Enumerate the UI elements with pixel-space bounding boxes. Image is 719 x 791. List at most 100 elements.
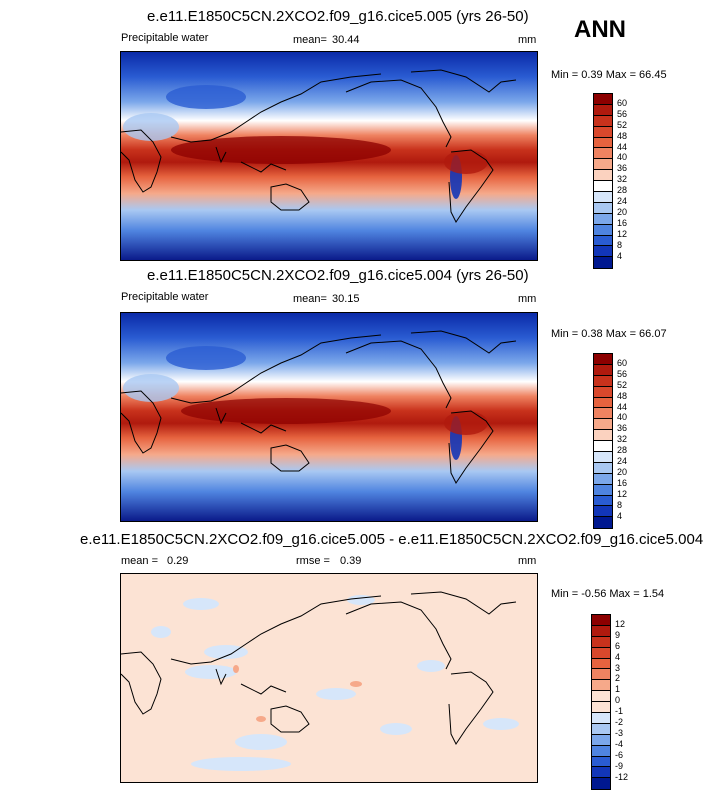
panel-3-colorbar-swatch [592,636,610,648]
panel-3-colorbar [591,614,611,791]
panel-1-colorbar-tick-label: 36 [617,163,628,174]
panel-3-colorbar-tick-label: 0 [615,695,621,706]
panel-3-colorbar-tick-label: -9 [615,760,624,771]
panel-1-colorbar-swatch [594,115,612,127]
panel-3-colorbar-tick-label: -3 [615,727,624,738]
panel-3-colorbar-swatch [592,647,610,659]
panel-3-colorbar-swatch [592,767,610,779]
panel-1-colorbar-swatch [594,246,612,258]
panel-2-colorbar-tick-label: 8 [617,499,623,510]
panel-2-amazon-wet [444,411,488,435]
panel-2-colorbar-swatch [594,354,612,365]
panel-3-mean-value: 0.29 [167,555,189,567]
panel-2-africa-dry [123,374,179,402]
panel-1-colorbar-tick-label: 28 [617,185,628,196]
panel-1-colorbar-tick-label: 56 [617,108,628,119]
panel-3-rmse-value: 0.39 [340,555,362,567]
panel-2-colorbar-swatch [594,484,612,496]
panel-1-colorbar-tick-label: 48 [617,130,628,141]
panel-3-title: e.e11.E1850C5CN.2XCO2.f09_g16.cice5.005 … [80,531,704,548]
panel-2-colorbar [593,353,613,530]
panel-2-colorbar-swatch [594,397,612,409]
panel-3-negative-patches [151,595,519,771]
panel-3-colorbar-tick-label: -6 [615,749,624,760]
panel-1-amazon-wet [444,150,488,174]
panel-3-colorbar-swatch [592,691,610,703]
panel-1-minmax: Min = 0.39 Max = 66.45 [551,69,667,81]
panel-2-colorbar-tick-label: 24 [617,456,628,466]
panel-1-colorbar-swatch [594,148,612,160]
panel-2-mean-label: mean= [293,293,327,305]
panel-2-coastlines [121,330,517,484]
panel-2-colorbar-swatch [594,375,612,387]
panel-2-colorbar-swatch [594,506,612,518]
panel-2-colorbar-swatch [594,495,612,507]
panel-3-colorbar-swatches [592,615,610,790]
panel-3-colorbar-swatch [592,756,610,768]
panel-1-colorbar-tick-label: 60 [617,97,628,108]
panel-3-colorbar-swatch [592,734,610,746]
panel-3-colorbar-tick-label: 6 [615,640,621,651]
panel-1-colorbar-tick-label: 52 [617,119,628,130]
panel-1-africa-dry [123,113,179,141]
panel-1-colorbar-swatch [594,94,612,105]
panel-2-colorbar-swatch [594,452,612,463]
panel-2-title: e.e11.E1850C5CN.2XCO2.f09_g16.cice5.004 … [147,267,529,284]
panel-2-colorbar-tick-label: 28 [617,445,628,456]
panel-2-colorbar-swatch [594,430,612,442]
panel-1-colorbar-swatch [594,137,612,149]
panel-1-colorbar-tick-label: 32 [617,174,628,185]
panel-3-colorbar-tick-label: -2 [615,717,624,727]
panel-1-colorbar-swatch [594,159,612,171]
panel-1-variable: Precipitable water [121,32,209,44]
panel-2-colorbar-tick-label: 4 [617,510,623,521]
panel-2-mean-value: 30.15 [332,293,360,305]
season-label: ANN [574,16,626,43]
panel-2-colorbar-tick-label: 56 [617,368,628,379]
panel-1-colorbar-swatch [594,235,612,247]
panel-3-colorbar-swatch [592,713,610,724]
panel-3-positive-patches [233,665,362,722]
panel-3-mean-label: mean = [121,555,158,567]
panel-1-units: mm [518,34,537,46]
panel-2-minmax: Min = 0.38 Max = 66.07 [551,328,667,340]
panel-2-colorbar-tick-label: 32 [617,434,628,445]
panel-3-colorbar-swatch [592,625,610,637]
panel-3-colorbar-swatch [592,745,610,757]
panel-3-colorbar-tick-label: -4 [615,738,624,749]
panel-3-minmax: Min = -0.56 Max = 1.54 [551,588,665,600]
panel-1-colorbar-swatch [594,257,612,269]
panel-3-colorbar-tick-label: 12 [615,618,626,629]
panel-1-warm-pool [171,136,391,164]
panel-2-colorbar-tick-label: 12 [617,488,628,499]
panel-3-colorbar-swatch [592,680,610,692]
panel-2-colorbar-swatch [594,408,612,420]
panel-2-colorbar-tick-label: 36 [617,423,628,434]
panel-3-colorbar-swatch [592,615,610,626]
panel-1-colorbar-tick-label: 4 [617,250,623,261]
panel-1-mean-label: mean= [293,34,327,46]
panel-1-colorbar-swatch [594,170,612,182]
panel-3-rmse-label: rmse = [296,555,330,567]
panel-2-units: mm [518,293,537,305]
panel-1-colorbar-swatch [594,202,612,214]
panel-3-colorbar-swatch [592,778,610,790]
panel-1-colorbar-swatches [594,94,612,269]
panel-3-colorbar-swatch [592,723,610,735]
panel-1-colorbar-tick-label: 12 [617,228,628,239]
panel-2-colorbar-swatch [594,386,612,398]
panel-3-colorbar-tick-label: 3 [615,662,621,673]
panel-2-colorbar-swatch [594,364,612,376]
panel-1-colorbar-swatch [594,213,612,225]
panel-3-colorbar-tick-label: -1 [615,706,624,717]
panel-3-colorbar-swatch [592,669,610,681]
panel-1-colorbar-tick-label: 24 [617,196,628,206]
panel-3-units: mm [518,555,537,567]
panel-2-colorbar-swatch [594,517,612,529]
panel-2-warm-pool [181,398,391,424]
panel-1-map [120,51,538,261]
panel-3-colorbar-tick-label: -12 [615,771,629,782]
panel-2-variable: Precipitable water [121,291,209,303]
panel-2-colorbar-swatch [594,473,612,485]
panel-2-colorbar-tick-label: 52 [617,379,628,390]
